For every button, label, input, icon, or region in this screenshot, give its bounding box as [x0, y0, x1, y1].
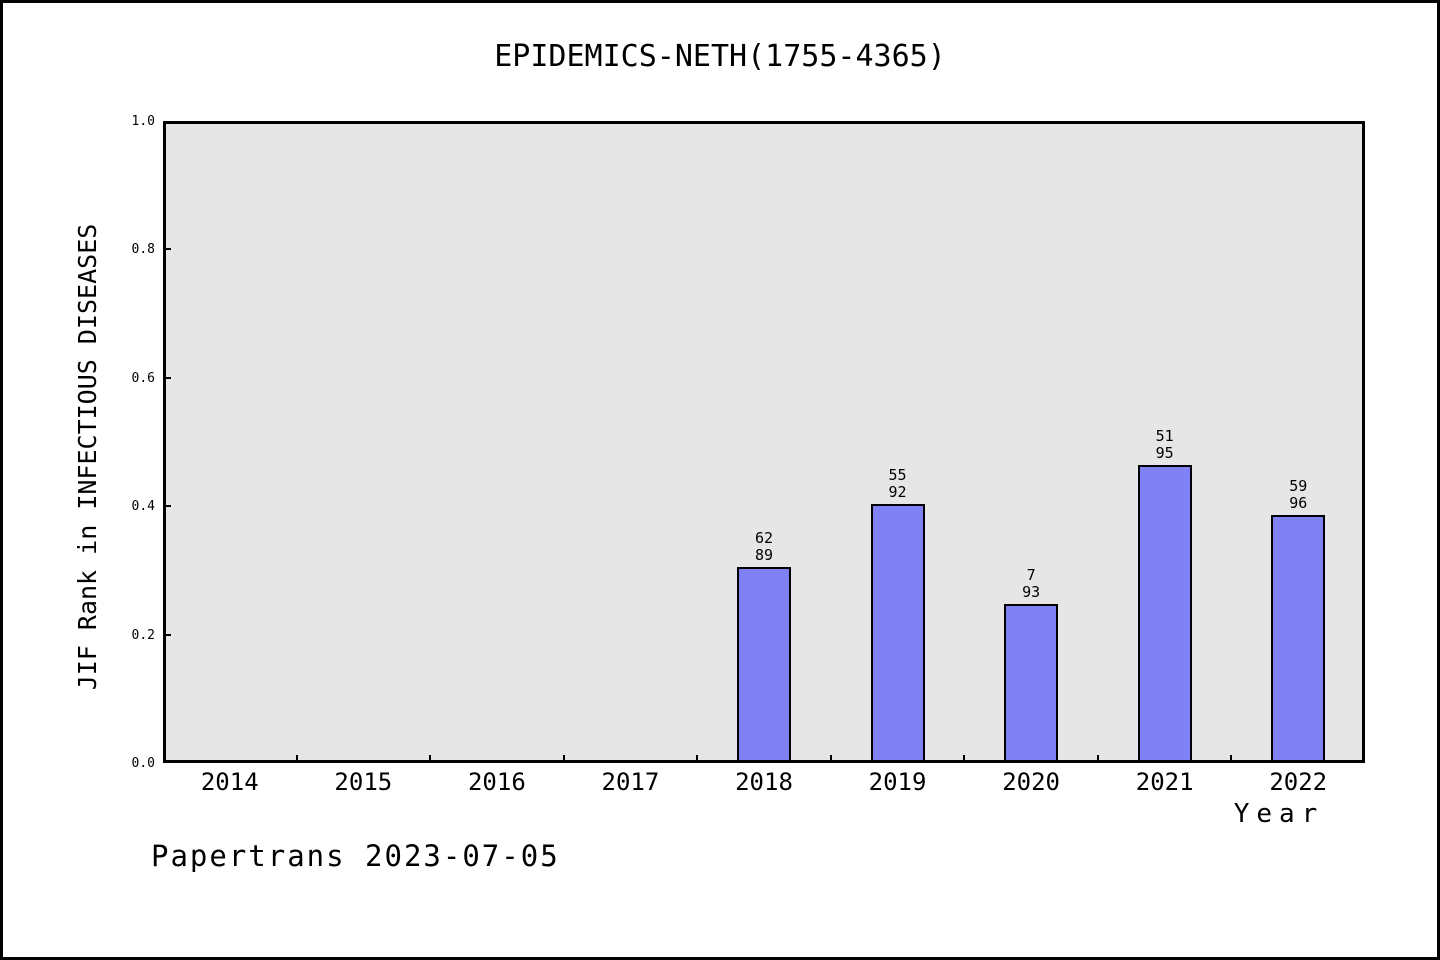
- chart-title: EPIDEMICS-NETH(1755-4365): [494, 39, 946, 74]
- bar-2022: [1271, 515, 1326, 763]
- y-tick-label: 0.4: [131, 499, 155, 515]
- x-tick-mark: [295, 755, 298, 763]
- x-tick-label-2022: 2022: [1269, 768, 1328, 796]
- bar-label-2020: 7 93: [1022, 565, 1041, 601]
- x-tick-mark: [1096, 755, 1099, 763]
- bar-label-2019: 55 92: [888, 465, 907, 501]
- y-axis-title: JIF Rank in INFECTIOUS DISEASES: [73, 223, 102, 691]
- x-tick-label-2017: 2017: [601, 768, 660, 796]
- x-tick-mark: [429, 755, 432, 763]
- bar-label-2018: 62 89: [754, 529, 774, 565]
- y-tick-mark: [163, 121, 171, 123]
- x-axis-title: Year: [1233, 799, 1325, 829]
- y-tick-mark: [163, 633, 171, 636]
- y-tick-label: 1.0: [131, 114, 155, 129]
- bar-2020: [1004, 603, 1059, 763]
- y-tick-label: 0.6: [131, 370, 155, 386]
- x-tick-label-2015: 2015: [334, 768, 393, 796]
- y-tick-mark: [163, 505, 171, 508]
- x-tick-mark: [562, 755, 565, 763]
- x-tick-mark: [696, 755, 699, 763]
- y-tick-label: 0.0: [131, 756, 155, 771]
- footer-watermark: Papertrans 2023-07-05: [151, 839, 560, 873]
- x-tick-label-2014: 2014: [200, 768, 259, 796]
- bar-2019: [870, 503, 925, 763]
- x-tick-mark: [963, 755, 966, 763]
- x-tick-label-2018: 2018: [735, 768, 793, 796]
- bar-label-2022: 59 96: [1289, 477, 1308, 513]
- x-tick-label-2016: 2016: [467, 768, 526, 796]
- plot-area: 62 89 55 92 7 93 51 95 59 96: [163, 121, 1365, 763]
- x-tick-label-2020: 2020: [1002, 768, 1060, 796]
- x-tick-label-2019: 2019: [868, 768, 927, 796]
- bar-2018: [737, 567, 791, 763]
- y-tick-label: 0.2: [131, 627, 155, 643]
- y-tick-mark: [163, 376, 171, 379]
- y-tick-mark: [163, 248, 171, 251]
- y-tick-label: 0.8: [131, 242, 155, 258]
- bar-2021: [1137, 465, 1192, 763]
- bar-label-2021: 51 95: [1155, 427, 1174, 463]
- x-tick-mark: [829, 755, 832, 763]
- y-tick-mark: [163, 761, 171, 763]
- x-tick-mark: [1230, 755, 1233, 763]
- x-tick-label-2021: 2021: [1135, 768, 1194, 796]
